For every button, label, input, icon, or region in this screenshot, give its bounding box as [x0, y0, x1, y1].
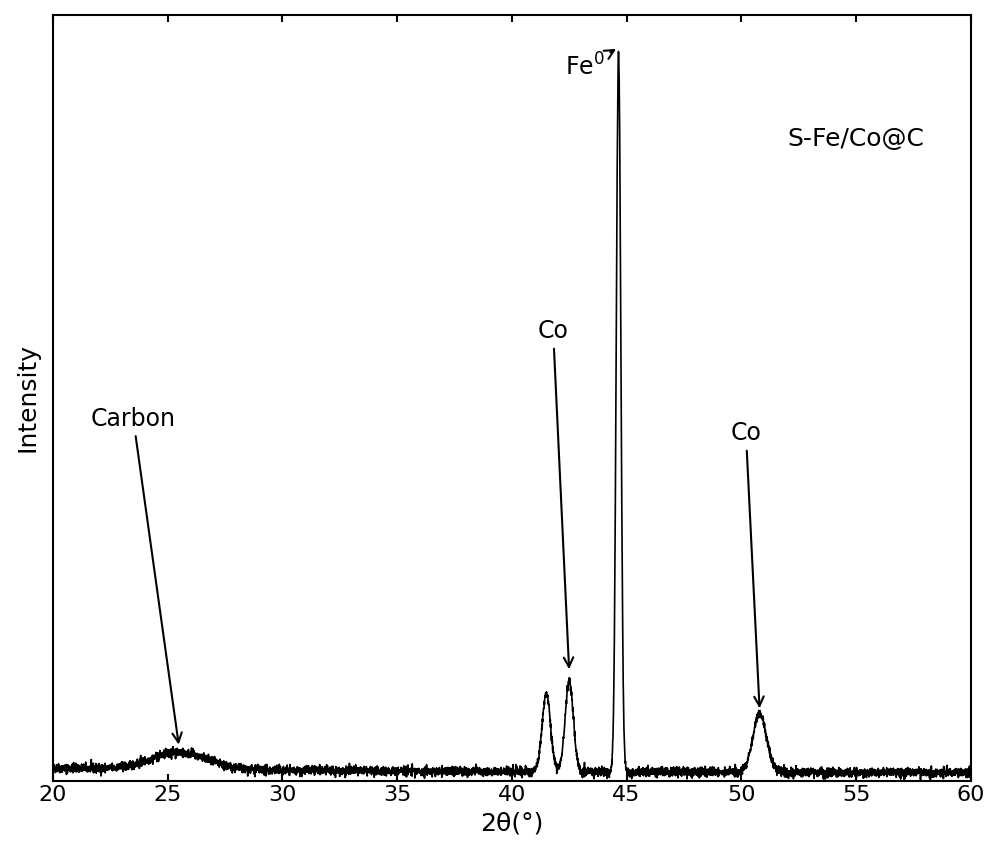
Text: S-Fe/Co@C: S-Fe/Co@C: [788, 127, 925, 151]
Text: Carbon: Carbon: [91, 406, 182, 742]
Text: Co: Co: [538, 319, 573, 667]
Text: Fe$^0$: Fe$^0$: [565, 50, 614, 81]
Y-axis label: Intensity: Intensity: [15, 343, 39, 452]
Text: Co: Co: [730, 422, 764, 706]
X-axis label: 2θ(°): 2θ(°): [480, 811, 544, 835]
